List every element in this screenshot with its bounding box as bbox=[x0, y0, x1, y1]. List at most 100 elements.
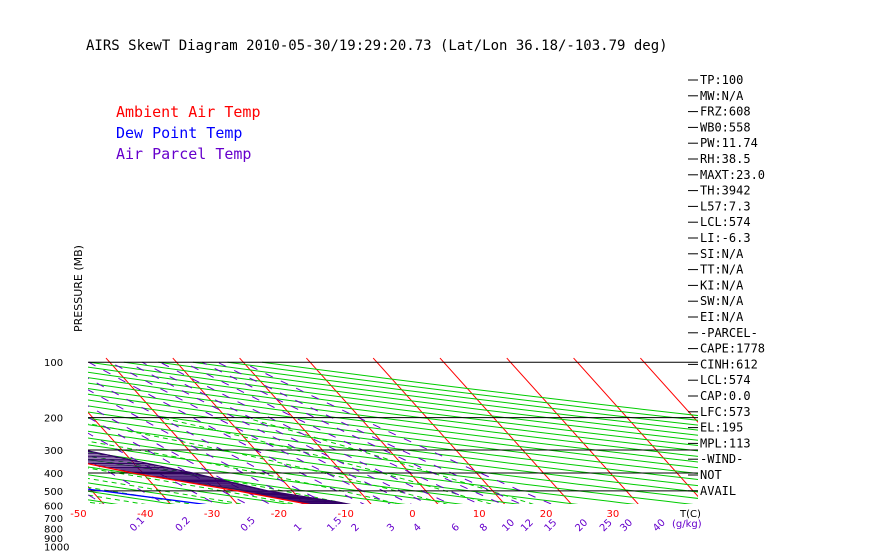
index-value: EI:N/A bbox=[700, 310, 744, 324]
dry-adiabat-line bbox=[88, 424, 694, 504]
pressure-tick-label: 700 bbox=[44, 514, 63, 525]
dry-adiabat-line bbox=[88, 451, 464, 504]
mixing-ratio-tick-label: 6 bbox=[450, 522, 462, 534]
dry-adiabat-line bbox=[88, 366, 698, 447]
pressure-tick-label: 200 bbox=[44, 414, 63, 425]
dry-adiabat-line bbox=[88, 437, 579, 504]
pressure-tick-label: 600 bbox=[44, 501, 63, 512]
index-value: -PARCEL- bbox=[700, 326, 758, 340]
mixing-ratio-tick-label: 2 bbox=[350, 522, 362, 534]
dry-adiabat-line bbox=[88, 444, 521, 504]
pressure-tick-label: 300 bbox=[44, 446, 63, 457]
dry-adiabat-line bbox=[88, 382, 698, 463]
mixing-ratio-line bbox=[110, 361, 391, 504]
index-value: WB0:558 bbox=[700, 120, 751, 134]
mixing-ratio-line bbox=[88, 416, 248, 504]
dry-adiabat-line bbox=[88, 399, 698, 481]
isotherm-line bbox=[88, 411, 172, 504]
index-value: NOT bbox=[700, 468, 722, 482]
plot-area bbox=[0, 357, 698, 550]
mixing-ratio-line bbox=[127, 361, 412, 504]
mixing-ratio-line bbox=[217, 361, 522, 504]
isotherm-line bbox=[640, 357, 698, 423]
dry-adiabat-line bbox=[123, 361, 698, 436]
mixing-ratio-line bbox=[88, 432, 217, 504]
isotherm-line bbox=[0, 358, 12, 550]
mixing-ratio-line bbox=[201, 361, 503, 504]
isotherm-line bbox=[88, 485, 105, 504]
bottom-temp-tick-label: 30 bbox=[607, 509, 620, 520]
index-value: SI:N/A bbox=[700, 247, 744, 261]
index-value: -WIND- bbox=[700, 452, 743, 466]
dry-adiabat-line bbox=[158, 361, 698, 431]
bottom-temp-tick-label: -50 bbox=[70, 509, 86, 520]
temp-unit-label: T(C) bbox=[679, 509, 701, 520]
isotherm-line bbox=[372, 357, 506, 504]
dry-adiabat-line bbox=[88, 430, 636, 504]
pressure-tick-label: 500 bbox=[44, 487, 63, 498]
legend-ambient: Ambient Air Temp bbox=[116, 103, 261, 121]
index-value: TP:100 bbox=[700, 73, 743, 87]
mixing-ratio-tick-label: 3 bbox=[385, 522, 397, 534]
legend-parcel: Air Parcel Temp bbox=[116, 145, 251, 163]
pressure-tick-label: 100 bbox=[44, 358, 63, 369]
dry-adiabat-line bbox=[88, 482, 234, 504]
mixing-ratio-tick-label: 8 bbox=[478, 522, 490, 534]
mixing-ratio-line bbox=[241, 361, 553, 504]
mixing-ratio-tick-label: 0.2 bbox=[174, 515, 193, 534]
index-value: LCL:574 bbox=[700, 215, 751, 229]
index-value: EL:195 bbox=[700, 421, 743, 435]
isotherm-line bbox=[172, 357, 305, 504]
y-axis-label: PRESSURE (MB) bbox=[72, 245, 85, 332]
dry-adiabat-line bbox=[89, 361, 698, 441]
mixing-ratio-line bbox=[88, 405, 271, 504]
index-value: LFC:573 bbox=[700, 405, 751, 419]
bottom-temp-tick-label: 20 bbox=[540, 509, 553, 520]
index-value: RH:38.5 bbox=[700, 152, 751, 166]
bottom-temp-tick-label: 0 bbox=[409, 509, 415, 520]
isotherm-line bbox=[573, 357, 698, 498]
index-value: TH:3942 bbox=[700, 184, 751, 198]
dry-adiabat-line bbox=[88, 388, 698, 469]
bottom-temp-tick-label: -30 bbox=[204, 509, 220, 520]
mixing-ratio-tick-label: 40 bbox=[651, 517, 668, 534]
index-value: KI:N/A bbox=[700, 278, 744, 292]
dry-adiabat-line bbox=[88, 474, 291, 504]
mixing-ratio-tick-label: 12 bbox=[519, 517, 536, 534]
chart-legend: Ambient Air Temp Dew Point Temp Air Parc… bbox=[116, 103, 261, 163]
dry-adiabat-line bbox=[88, 411, 698, 493]
bottom-temp-tick-label: -10 bbox=[337, 509, 353, 520]
parcel-line bbox=[88, 450, 352, 504]
index-value: L57:7.3 bbox=[700, 199, 751, 213]
mixing-ratio-tick-label: 0.5 bbox=[239, 515, 258, 534]
moist-adiabat-line bbox=[245, 417, 535, 504]
legend-dewpoint: Dew Point Temp bbox=[116, 124, 242, 142]
isotherm-line bbox=[439, 357, 572, 504]
dry-adiabat-line bbox=[88, 490, 176, 504]
pressure-tick-label: 800 bbox=[44, 524, 63, 535]
chart-title: AIRS SkewT Diagram 2010-05-30/19:29:20.7… bbox=[86, 38, 668, 54]
index-value: SW:N/A bbox=[700, 294, 744, 308]
pressure-tick-label: 400 bbox=[44, 469, 63, 480]
isotherm-line bbox=[0, 358, 78, 550]
index-value: CAP:0.0 bbox=[700, 389, 751, 403]
index-value: LI:-6.3 bbox=[700, 231, 751, 245]
moist-adiabat-line bbox=[88, 423, 449, 504]
pressure-tick-label: 900 bbox=[44, 534, 63, 545]
bottom-temp-tick-label: -40 bbox=[137, 509, 153, 520]
index-value: PW:11.74 bbox=[700, 136, 758, 150]
isotherm-line bbox=[239, 357, 372, 504]
mixing-ratio-unit-label: (g/kg) bbox=[672, 519, 702, 530]
mixing-ratio-tick-label: 30 bbox=[618, 517, 635, 534]
index-value: LCL:574 bbox=[700, 373, 751, 387]
index-value: CINH:612 bbox=[700, 357, 758, 371]
dry-adiabat-line bbox=[88, 417, 698, 499]
dry-adiabat-line bbox=[88, 499, 119, 504]
index-value: TT:N/A bbox=[700, 263, 744, 277]
pressure-tick-label: 1000 bbox=[44, 542, 69, 553]
dry-adiabat-line bbox=[88, 371, 698, 452]
index-value: CAPE:1778 bbox=[700, 342, 765, 356]
index-value: AVAIL bbox=[700, 484, 736, 498]
bottom-temp-tick-label: 10 bbox=[473, 509, 486, 520]
